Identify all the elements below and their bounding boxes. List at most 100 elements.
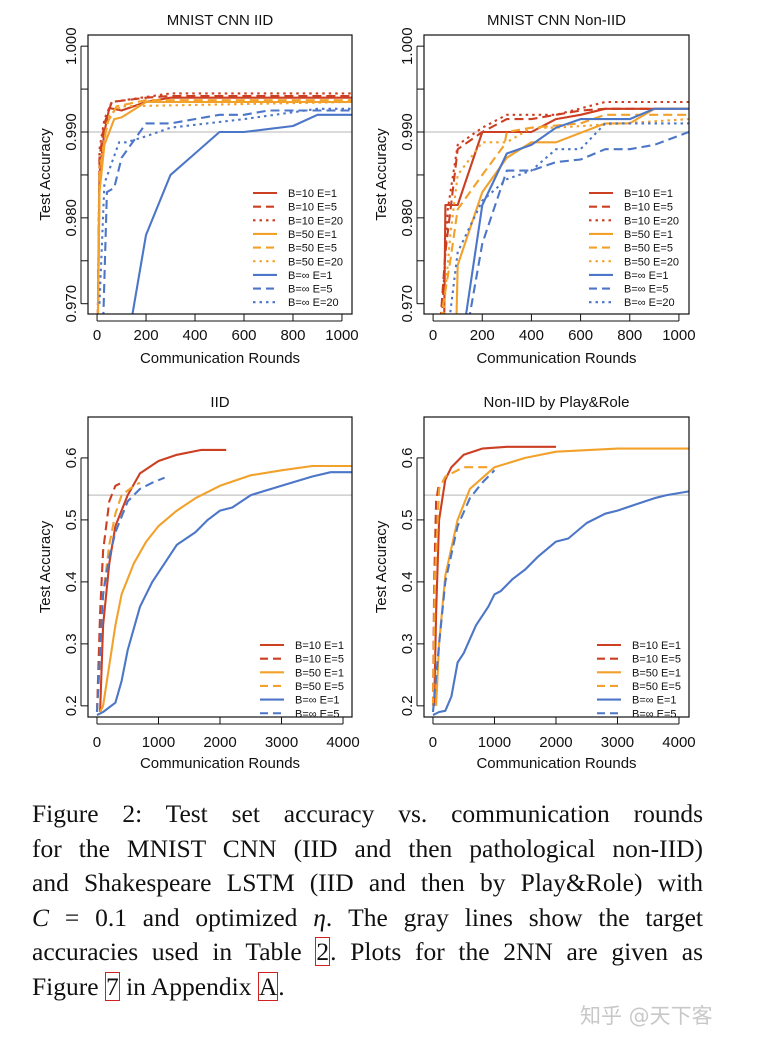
plot-frame [423, 416, 690, 718]
x-tick-label: 1000 [142, 734, 175, 751]
y-tick-label: 1.000 [399, 27, 416, 65]
chart-panel-4: Non-IID by Play&Role 0 1000 2000 3000 4000 Com… [373, 394, 696, 772]
y-tick-label: 0.4 [63, 571, 80, 592]
x-tick-label: 1000 [478, 734, 511, 751]
legend-label: B=∞ E=20 [624, 297, 675, 309]
y-axis-label: Test Accuracy [37, 128, 54, 221]
legend-label: B=10 E=1 [288, 188, 337, 200]
legend-label: B=50 E=5 [632, 681, 681, 693]
chart-title: IID [210, 394, 229, 411]
y-tick-label: 0.2 [63, 695, 80, 716]
legend-label: B=10 E=1 [295, 640, 344, 652]
math-eta: η [313, 902, 326, 932]
legend-label: B=10 E=5 [295, 654, 344, 666]
legend-label: B=∞ E=5 [288, 284, 333, 296]
caption-text: Figure [32, 971, 105, 1001]
x-axis-label: Communication Rounds [140, 350, 300, 367]
caption-line: accuracies used in Table 2. Plots for th… [32, 935, 703, 970]
legend-label: B=50 E=20 [288, 256, 343, 268]
chart-title: Non-IID by Play&Role [484, 394, 630, 411]
y-tick-label: 0.5 [63, 509, 80, 530]
legend: B=10 E=1 B=10 E=5B=10 E=20 B=50 E=1 B=50 E=… [589, 188, 679, 309]
series-line-6 [465, 107, 689, 314]
legend: B=10 E=1 B=10 E=5B=50 E=1 B=50 E=5 B=∞ E=1B… [260, 640, 344, 720]
caption-text: in Appendix [119, 971, 258, 1001]
y-tick-label: 0.990 [399, 113, 416, 151]
series-line-5 [431, 469, 496, 713]
x-tick-label: 200 [134, 327, 159, 344]
caption-line: Figure 7 in Appendix A. [32, 970, 703, 1005]
legend-label: B=50 E=1 [624, 229, 673, 241]
x-axis-label: Communication Rounds [476, 755, 636, 772]
y-tick-label: 0.6 [63, 447, 80, 468]
legend-label: B=10 E=1 [632, 640, 681, 652]
series-line-4 [96, 99, 352, 314]
x-tick-label: 0 [429, 327, 437, 344]
legend-label: B=∞ E=20 [288, 297, 339, 309]
legend: B=10 E=1 B=10 E=5B=50 E=1 B=50 E=5 B=∞ E=1B… [597, 640, 681, 720]
y-tick-label: 0.3 [63, 633, 80, 654]
chart-panel-1: MNIST CNN IID 0 200 400 600 800 1000 Communicat… [37, 12, 359, 367]
legend-label: B=10 E=1 [624, 188, 673, 200]
series-group [431, 445, 689, 717]
y-axis-label: Test Accuracy [373, 520, 390, 613]
series-group [96, 92, 352, 314]
series-line-7 [468, 131, 689, 314]
legend: B=10 E=1 B=10 E=5B=10 E=20 B=50 E=1 B=50 E=… [253, 188, 343, 309]
series-line-3 [431, 466, 489, 706]
caption-text: . Plots for the 2NN are given as [330, 937, 704, 966]
x-tick-label: 600 [231, 327, 256, 344]
legend-label: B=∞ E=1 [295, 695, 340, 707]
legend-label: B=∞ E=1 [288, 270, 333, 282]
figure-ref-link[interactable]: 7 [104, 971, 120, 1001]
series-line-0 [99, 448, 227, 713]
x-tick-label: 600 [568, 327, 593, 344]
x-tick-label: 0 [93, 327, 101, 344]
figure-panels: MNIST CNN IID 0 200 400 600 800 1000 Communicat… [37, 12, 696, 772]
appendix-ref-link[interactable]: A [257, 971, 279, 1001]
y-tick-label: 0.6 [399, 447, 416, 468]
series-line-1 [439, 107, 689, 314]
series-line-4 [440, 113, 689, 314]
legend-label: B=50 E=20 [624, 256, 679, 268]
legend-label: B=∞ E=5 [295, 708, 340, 720]
series-line-2 [96, 92, 352, 314]
series-line-6 [131, 113, 352, 314]
caption-line: for the MNIST CNN (IID and then patholog… [32, 833, 703, 863]
legend-label: B=10 E=20 [624, 215, 679, 227]
series-line-2 [99, 464, 352, 713]
legend-label: B=∞ E=1 [624, 270, 669, 282]
x-tick-label: 3000 [601, 734, 634, 751]
legend-label: B=10 E=5 [288, 202, 337, 214]
legend-label: B=∞ E=5 [632, 708, 677, 720]
watermark: 知乎 @天下客 [580, 1004, 713, 1028]
chart-title: MNIST CNN Non-IID [487, 12, 626, 29]
legend-label: B=∞ E=5 [624, 284, 669, 296]
legend-label: B=∞ E=1 [632, 695, 677, 707]
x-tick-label: 2000 [203, 734, 236, 751]
y-tick-label: 0.4 [399, 571, 416, 592]
y-tick-label: 0.5 [399, 509, 416, 530]
x-tick-label: 2000 [539, 734, 572, 751]
y-tick-label: 0.980 [399, 199, 416, 237]
legend-label: B=50 E=1 [288, 229, 337, 241]
x-tick-label: 400 [519, 327, 544, 344]
x-axis-label: Communication Rounds [140, 755, 300, 772]
caption-line: C = 0.1 and optimized η. The gray lines … [32, 901, 703, 936]
series-group [95, 448, 352, 717]
table-ref-link[interactable]: 2 [315, 937, 331, 966]
y-tick-label: 0.980 [63, 199, 80, 237]
caption-line: and Shakespeare LSTM (IID and then by Pl… [32, 868, 703, 897]
series-line-4 [432, 490, 689, 717]
chart-panel-3: IID 0 1000 2000 3000 4000 Communication Rounds… [37, 394, 360, 772]
x-tick-label: 4000 [662, 734, 695, 751]
caption-text: . The gray lines show the target [325, 902, 703, 932]
y-tick-label: 0.970 [63, 285, 80, 323]
series-line-7 [102, 109, 352, 314]
y-tick-label: 0.990 [63, 113, 80, 151]
caption-text: accuracies used in Table [32, 937, 316, 966]
series-line-5 [95, 476, 165, 713]
x-tick-label: 1000 [662, 327, 695, 344]
chart-title: MNIST CNN IID [167, 12, 274, 29]
